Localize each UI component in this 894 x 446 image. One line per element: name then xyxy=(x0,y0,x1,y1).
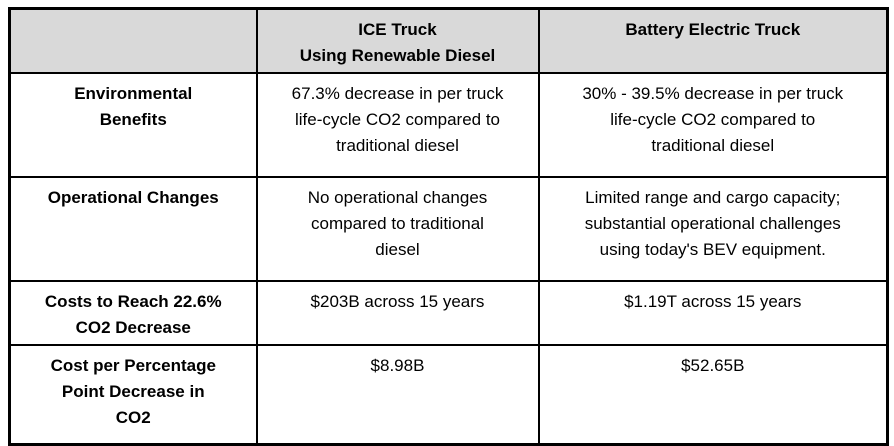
header-battery-electric-truck: Battery Electric Truck xyxy=(537,7,889,74)
header-row: ICE Truck Using Renewable Diesel Battery… xyxy=(8,7,889,74)
bev-cell: $1.19T across 15 years xyxy=(537,279,889,346)
row-operational-changes: Operational Changes No operational chang… xyxy=(8,175,889,282)
ice-cell: $203B across 15 years xyxy=(255,279,540,346)
row-cost-per-percentage-point: Cost per Percentage Point Decrease in CO… xyxy=(8,343,889,446)
bev-cell: $52.65B xyxy=(537,343,889,446)
row-label: Operational Changes xyxy=(8,175,258,282)
row-label: Cost per Percentage Point Decrease in CO… xyxy=(8,343,258,446)
header-corner-cell xyxy=(8,7,258,74)
ice-cell: No operational changes compared to tradi… xyxy=(255,175,540,282)
header-ice-truck: ICE Truck Using Renewable Diesel xyxy=(255,7,540,74)
bev-cell: 30% - 39.5% decrease in per truck life-c… xyxy=(537,71,889,178)
ice-cell: 67.3% decrease in per truck life-cycle C… xyxy=(255,71,540,178)
truck-comparison-table: ICE Truck Using Renewable Diesel Battery… xyxy=(8,7,889,446)
row-label: Costs to Reach 22.6% CO2 Decrease xyxy=(8,279,258,346)
row-label: Environmental Benefits xyxy=(8,71,258,178)
bev-cell: Limited range and cargo capacity; substa… xyxy=(537,175,889,282)
row-environmental-benefits: Environmental Benefits 67.3% decrease in… xyxy=(8,71,889,178)
ice-cell: $8.98B xyxy=(255,343,540,446)
row-costs-to-reach-decrease: Costs to Reach 22.6% CO2 Decrease $203B … xyxy=(8,279,889,346)
